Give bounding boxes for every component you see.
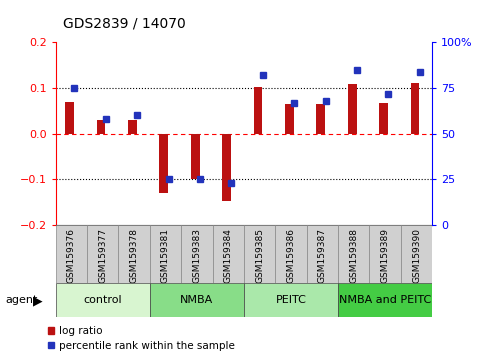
Bar: [369, 225, 401, 283]
Text: GSM159387: GSM159387: [318, 228, 327, 283]
Text: GSM159386: GSM159386: [286, 228, 296, 283]
Bar: [150, 283, 244, 317]
Bar: [338, 225, 369, 283]
Bar: [275, 225, 307, 283]
Bar: [159, 133, 168, 193]
Bar: [348, 84, 356, 133]
Text: NMBA and PEITC: NMBA and PEITC: [339, 295, 431, 305]
Text: GSM159378: GSM159378: [129, 228, 139, 283]
Text: GSM159383: GSM159383: [192, 228, 201, 283]
Bar: [316, 104, 325, 133]
Bar: [97, 120, 105, 133]
Text: log ratio: log ratio: [59, 326, 102, 336]
Bar: [65, 102, 74, 133]
Bar: [401, 225, 432, 283]
Text: GSM159389: GSM159389: [381, 228, 390, 283]
Text: percentile rank within the sample: percentile rank within the sample: [59, 341, 235, 350]
Text: control: control: [84, 295, 122, 305]
Bar: [244, 283, 338, 317]
Bar: [411, 82, 419, 133]
Text: GSM159384: GSM159384: [224, 228, 233, 282]
Text: GSM159390: GSM159390: [412, 228, 421, 283]
Bar: [307, 225, 338, 283]
Text: agent: agent: [6, 295, 38, 305]
Bar: [244, 225, 275, 283]
Bar: [181, 225, 213, 283]
Text: ▶: ▶: [33, 295, 43, 307]
Bar: [379, 103, 388, 133]
Text: GDS2839 / 14070: GDS2839 / 14070: [63, 16, 185, 30]
Bar: [87, 225, 118, 283]
Bar: [150, 225, 181, 283]
Text: NMBA: NMBA: [180, 295, 213, 305]
Bar: [285, 104, 294, 133]
Bar: [118, 225, 150, 283]
Bar: [56, 225, 87, 283]
Bar: [128, 120, 137, 133]
Bar: [222, 133, 231, 201]
Bar: [254, 87, 262, 133]
Bar: [191, 133, 199, 179]
Bar: [213, 225, 244, 283]
Text: GSM159377: GSM159377: [98, 228, 107, 283]
Text: PEITC: PEITC: [276, 295, 306, 305]
Text: GSM159381: GSM159381: [161, 228, 170, 283]
Text: GSM159388: GSM159388: [349, 228, 358, 283]
Text: GSM159385: GSM159385: [255, 228, 264, 283]
Bar: [56, 283, 150, 317]
Bar: [338, 283, 432, 317]
Text: GSM159376: GSM159376: [67, 228, 76, 283]
